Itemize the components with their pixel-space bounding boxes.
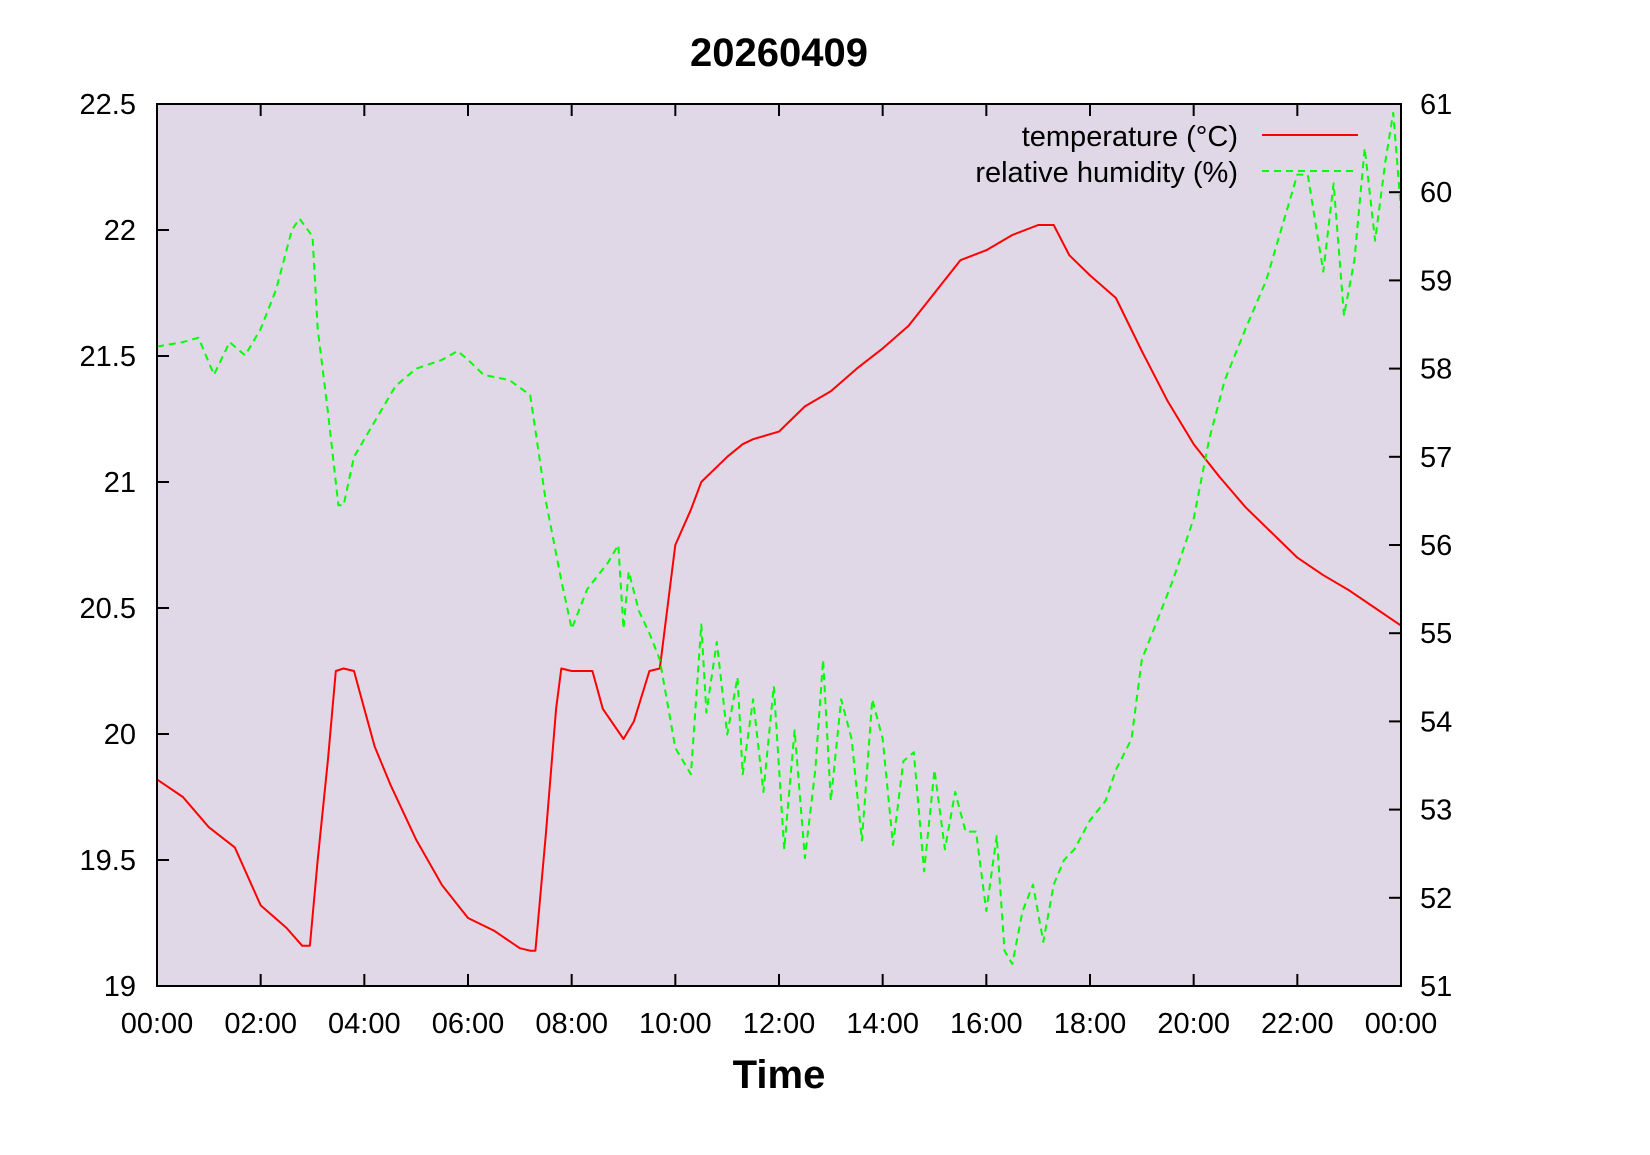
y-tick-label: 19.5 <box>80 845 136 877</box>
x-tick-label: 06:00 <box>432 1008 505 1040</box>
humidity-line <box>156 111 1402 965</box>
legend: temperature (°C) relative humidity (%) <box>975 121 1358 189</box>
y-tick-label: 20.5 <box>80 593 136 625</box>
y2-tick-label: 51 <box>1420 971 1452 1003</box>
x-tick-label: 20:00 <box>1157 1008 1230 1040</box>
y-tick-label: 20 <box>104 719 136 751</box>
x-tick-label: 00:00 <box>1365 1008 1438 1040</box>
y2-tick-label: 58 <box>1420 354 1452 386</box>
y2-tick-label: 61 <box>1420 89 1452 121</box>
x-tick-label: 14:00 <box>846 1008 919 1040</box>
y2-tick-label: 57 <box>1420 442 1452 474</box>
y-tick-label: 22 <box>104 215 136 247</box>
y2-tick-label: 55 <box>1420 618 1452 650</box>
x-axis-label: Time <box>733 1053 826 1097</box>
y2-tick-label: 53 <box>1420 795 1452 827</box>
legend-label-temperature: temperature (°C) <box>1022 121 1238 153</box>
x-tick-label: 16:00 <box>950 1008 1023 1040</box>
x-tick-label: 10:00 <box>639 1008 712 1040</box>
y-tick-label: 22.5 <box>80 89 136 121</box>
y2-tick-label: 52 <box>1420 883 1452 915</box>
y2-tick-label: 56 <box>1420 530 1452 562</box>
y-tick-label: 21 <box>104 467 136 499</box>
legend-label-humidity: relative humidity (%) <box>975 157 1238 189</box>
y-tick-label: 21.5 <box>80 341 136 373</box>
plot-frame <box>156 103 1402 987</box>
x-tick-label: 18:00 <box>1054 1008 1127 1040</box>
x-tick-label: 00:00 <box>121 1008 194 1040</box>
x-tick-label: 12:00 <box>743 1008 816 1040</box>
plot-background <box>157 104 1401 986</box>
chart-title: 20260409 <box>690 31 868 75</box>
x-tick-label: 08:00 <box>535 1008 608 1040</box>
x-tick-label: 22:00 <box>1261 1008 1334 1040</box>
ticks-layer: 00:00 02:00 04:00 06:00 08:00 10:00 12:00 14:00… <box>80 89 1453 1040</box>
y2-tick-label: 54 <box>1420 706 1452 738</box>
y2-tick-label: 60 <box>1420 177 1452 209</box>
temperature-line <box>156 224 1402 952</box>
x-tick-label: 04:00 <box>328 1008 401 1040</box>
x-tick-label: 02:00 <box>224 1008 297 1040</box>
series-layer <box>156 111 1402 965</box>
y2-tick-label: 59 <box>1420 265 1452 297</box>
y-tick-label: 19 <box>104 971 136 1003</box>
